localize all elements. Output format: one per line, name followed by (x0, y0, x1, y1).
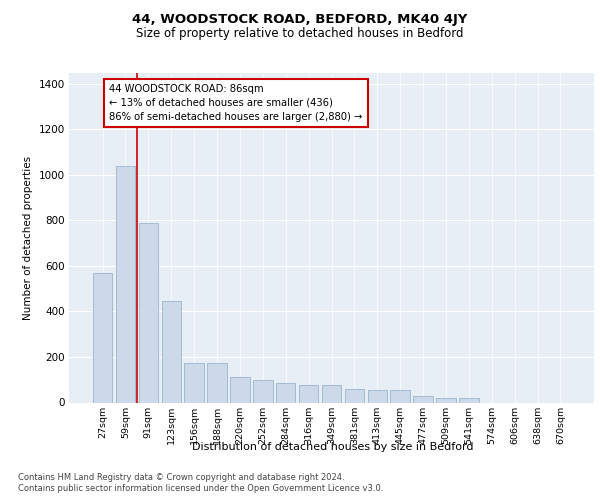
Bar (344, 389, 364, 402)
Text: Distribution of detached houses by size in Bedford: Distribution of detached houses by size … (192, 442, 474, 452)
Bar (139, 222, 158, 402)
Bar (459, 398, 479, 402)
Bar (391, 390, 410, 402)
Bar (436, 398, 455, 402)
Bar (230, 378, 250, 402)
Bar (184, 362, 204, 403)
Text: Contains HM Land Registry data © Crown copyright and database right 2024.: Contains HM Land Registry data © Crown c… (18, 472, 344, 482)
Bar (413, 396, 433, 402)
Bar (161, 301, 181, 402)
Bar (253, 380, 272, 402)
Bar (208, 362, 227, 403)
Bar (93, 273, 112, 402)
Bar (116, 166, 135, 402)
Bar (299, 386, 319, 402)
Bar (368, 390, 387, 402)
Text: Size of property relative to detached houses in Bedford: Size of property relative to detached ho… (136, 28, 464, 40)
Bar (276, 383, 295, 402)
Bar (322, 386, 341, 402)
Text: Contains public sector information licensed under the Open Government Licence v3: Contains public sector information licen… (18, 484, 383, 493)
Text: 44, WOODSTOCK ROAD, BEDFORD, MK40 4JY: 44, WOODSTOCK ROAD, BEDFORD, MK40 4JY (133, 12, 467, 26)
Text: 44 WOODSTOCK ROAD: 86sqm
← 13% of detached houses are smaller (436)
86% of semi-: 44 WOODSTOCK ROAD: 86sqm ← 13% of detach… (109, 84, 363, 122)
Y-axis label: Number of detached properties: Number of detached properties (23, 156, 33, 320)
